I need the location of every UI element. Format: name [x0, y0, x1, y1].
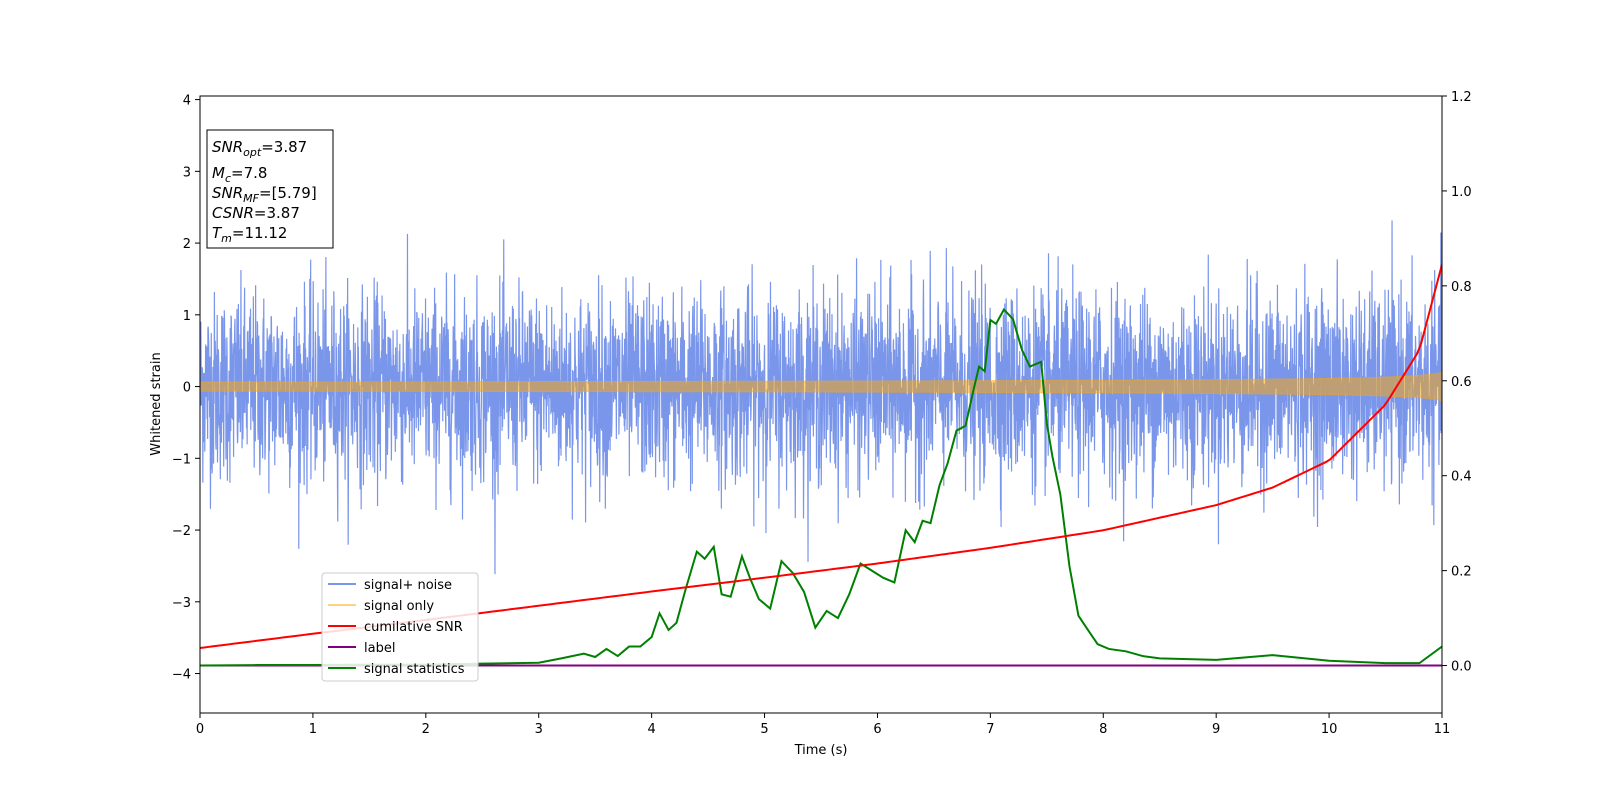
series-line-signal-only: [200, 371, 1442, 402]
x-tick-label: 1: [309, 722, 317, 737]
legend-label-signal-only: signal only: [364, 599, 434, 614]
y2-tick-label: 0.0: [1451, 660, 1472, 675]
plot-frame: [199, 95, 1443, 714]
annotation-snr-opt: SNRopt=3.87: [212, 138, 307, 159]
series-line-signal-statistics: [200, 307, 1442, 667]
y-tick-label: 4: [183, 94, 191, 109]
y-axis-left: −4 −3 −2 −1 0 1 2 3 4: [172, 94, 200, 683]
annotation-snr-mf: SNRMF=[5.79]: [212, 184, 317, 205]
y-tick-label: −3: [172, 596, 191, 611]
series-line-signal-noise: [200, 220, 1442, 575]
x-tick-label: 11: [1434, 722, 1451, 737]
y-tick-label: −1: [172, 452, 191, 467]
y-tick-label: 1: [183, 309, 191, 324]
x-tick-label: 5: [760, 722, 768, 737]
y2-tick-label: 0.4: [1451, 470, 1472, 485]
legend-label-cumilative-snr: cumilative SNR: [364, 620, 463, 635]
annotation-mc: Mc=7.8: [212, 164, 267, 185]
legend-label-signal-statistics: signal statistics: [364, 662, 465, 677]
y-tick-label: 3: [183, 165, 191, 180]
x-tick-label: 3: [535, 722, 543, 737]
y-tick-label: 2: [183, 237, 191, 252]
y-axis-right: 0.0 0.2 0.4 0.6 0.8 1.0 1.2: [1442, 90, 1472, 675]
x-axis-label: Time (s): [794, 743, 848, 758]
annotation-csnr: CSNR=3.87: [212, 204, 300, 222]
annotation-box: SNRopt=3.87 Mc=7.8 SNRMF=[5.79] CSNR=3.8…: [206, 129, 334, 249]
y2-tick-label: 0.2: [1451, 565, 1472, 580]
annotation-tm: Tm=11.12: [212, 224, 287, 245]
y2-tick-label: 1.0: [1451, 185, 1472, 200]
y-tick-label: 0: [183, 381, 191, 396]
y2-tick-label: 1.2: [1451, 90, 1472, 105]
x-tick-label: 8: [1099, 722, 1107, 737]
legend-label-label: label: [364, 641, 395, 656]
y-tick-label: −4: [172, 668, 191, 683]
y-tick-label: −2: [172, 524, 191, 539]
y-axis-label: Whitened strain: [149, 352, 164, 455]
legend-label-signal-noise: signal+ noise: [364, 578, 452, 593]
x-tick-label: 9: [1212, 722, 1220, 737]
x-tick-label: 7: [986, 722, 994, 737]
y2-tick-label: 0.8: [1451, 280, 1472, 295]
x-axis: 0 1 2 3 4 5 6 7 8 9 10 11: [196, 713, 1450, 737]
x-tick-label: 4: [647, 722, 655, 737]
legend: signal+ noise signal only cumilative SNR…: [321, 572, 479, 682]
x-tick-label: 0: [196, 722, 204, 737]
y2-tick-label: 0.6: [1451, 375, 1472, 390]
x-tick-label: 2: [422, 722, 430, 737]
x-tick-label: 6: [873, 722, 881, 737]
x-tick-label: 10: [1321, 722, 1338, 737]
